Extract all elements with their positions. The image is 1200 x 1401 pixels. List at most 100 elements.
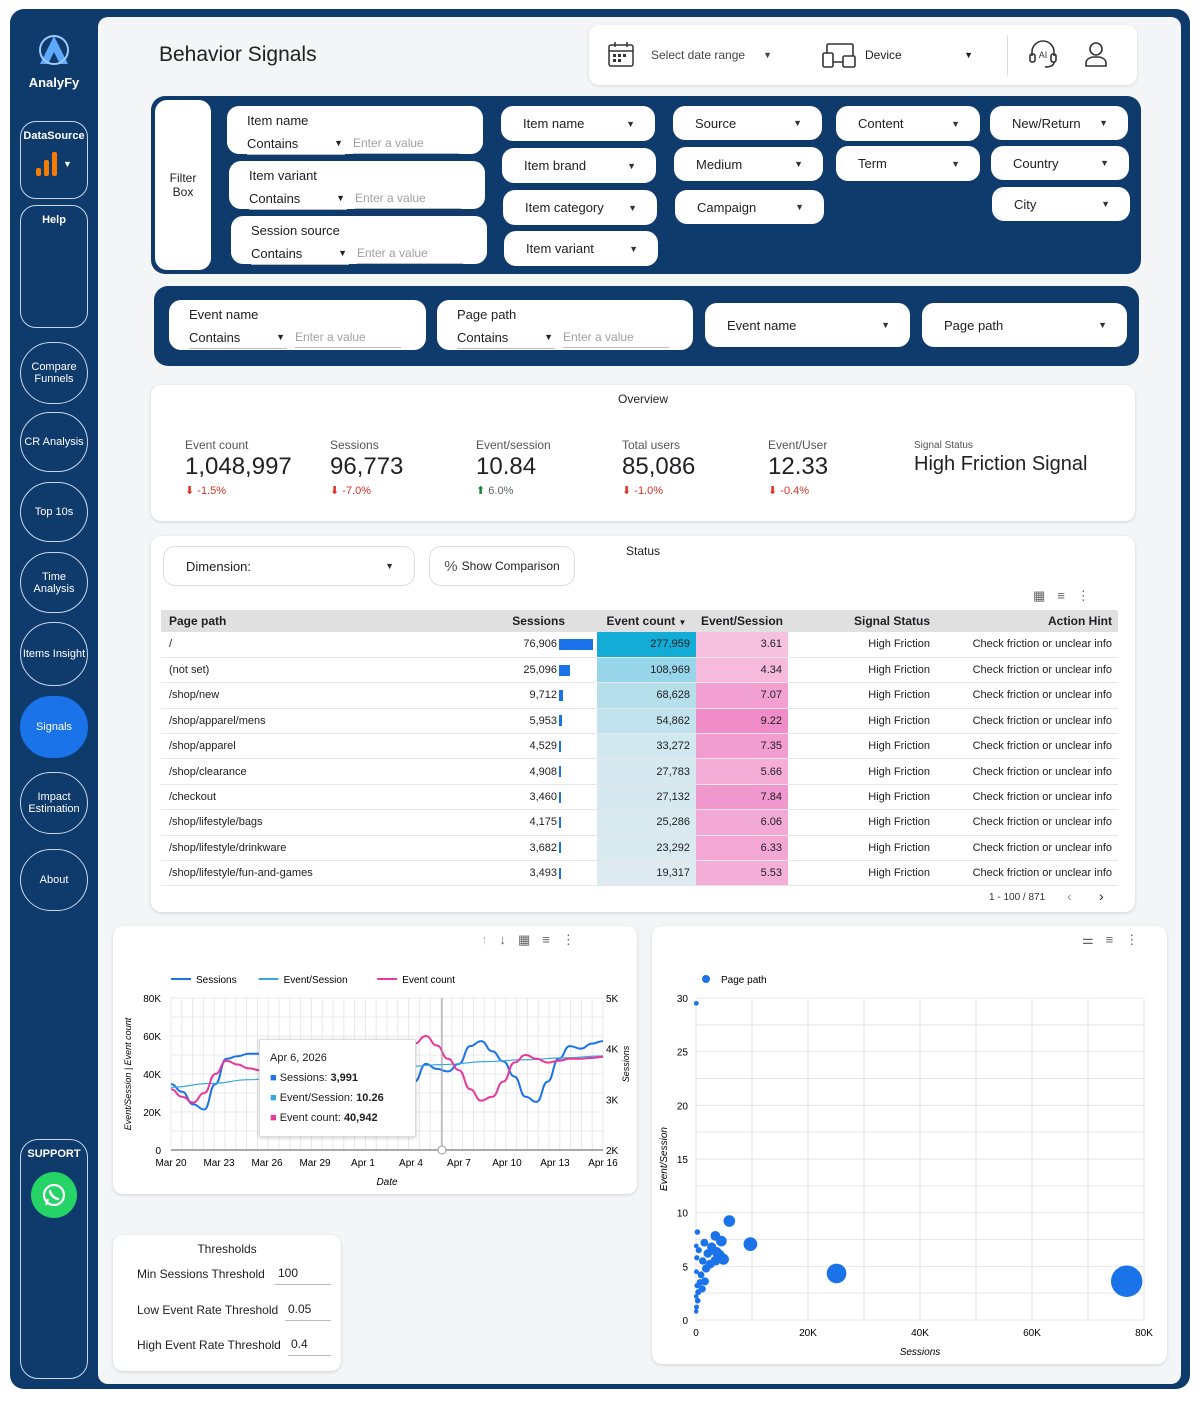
city-dropdown[interactable]: City ▼ [992, 187, 1130, 221]
filter-value-input[interactable]: Enter a value [563, 330, 669, 348]
scatter-point[interactable] [700, 1238, 709, 1247]
session-source-filter[interactable]: Session source Contains ▼ Enter a value [231, 216, 487, 265]
operator-select[interactable]: Contains ▼ [249, 191, 347, 210]
nav-about[interactable]: About [20, 849, 88, 911]
event-name-dropdown[interactable]: Event name ▼ [705, 303, 910, 347]
filter-value-input[interactable]: Enter a value [295, 330, 401, 348]
campaign-dropdown[interactable]: Campaign ▼ [675, 190, 824, 224]
operator-select[interactable]: Contains ▼ [457, 330, 555, 349]
scatter-point[interactable] [703, 1249, 713, 1258]
ai-assistant-button[interactable]: AI [1027, 40, 1059, 70]
scatter-point[interactable] [707, 1242, 717, 1252]
brand-logo[interactable]: AnalyFy [20, 34, 88, 90]
new-return-dropdown[interactable]: New/Return ▼ [990, 106, 1128, 140]
scatter-point[interactable] [693, 1000, 699, 1006]
operator-select[interactable]: Contains ▼ [251, 246, 349, 265]
datasource-selector[interactable]: DataSource ▼ [20, 121, 88, 199]
col-header[interactable]: Action Hint [956, 610, 1118, 632]
scatter-point[interactable] [700, 1277, 709, 1286]
table-row[interactable]: /shop/lifestyle/bags 4,175 25,286 6.06 High … [161, 809, 1118, 836]
scatter-point[interactable] [723, 1215, 736, 1227]
scatter-point[interactable] [699, 1257, 707, 1265]
scatter-point[interactable] [693, 1294, 699, 1299]
scatter-point[interactable] [743, 1237, 758, 1251]
col-header[interactable]: Signal Status [788, 610, 956, 632]
item-name-filter[interactable]: Item name Contains ▼ Enter a value [227, 106, 483, 155]
more-options-icon[interactable]: ⋮ [1076, 588, 1102, 603]
prev-page-icon[interactable]: ‹ [1067, 888, 1072, 904]
high-event-rate-input[interactable]: 0.4 [288, 1336, 331, 1356]
scatter-point[interactable] [693, 1309, 699, 1314]
dimension-dropdown[interactable]: Dimension: ▼ [163, 546, 415, 586]
scatter-point[interactable] [697, 1271, 705, 1279]
event-name-filter[interactable]: Event name Contains ▼ Enter a value [169, 300, 426, 350]
col-header[interactable]: Sessions [469, 610, 597, 632]
nav-impact-estimation[interactable]: Impact Estimation [20, 772, 88, 834]
scatter-point[interactable] [826, 1263, 847, 1284]
table-row[interactable]: /checkout 3,460 27,132 7.84 High Friction Che… [161, 784, 1118, 811]
item-name-dropdown[interactable]: Item name ▼ [501, 106, 655, 141]
table-row[interactable]: /shop/lifestyle/fun-and-games 3,493 19,317… [161, 860, 1118, 887]
min-sessions-input[interactable]: 100 [275, 1265, 331, 1285]
item-brand-dropdown[interactable]: Item brand ▼ [502, 148, 656, 183]
col-header[interactable]: Page path [161, 610, 469, 632]
filter-icon[interactable]: ≡ [1057, 588, 1077, 603]
operator-select[interactable]: Contains ▼ [247, 136, 345, 155]
filter-value-input[interactable]: Enter a value [353, 136, 459, 154]
nav-items-insight[interactable]: Items Insight [20, 622, 88, 686]
arrow-down-icon[interactable]: ↓ [499, 932, 518, 947]
scatter-point[interactable] [694, 1229, 701, 1235]
scatter-point[interactable] [695, 1247, 702, 1254]
nav-time-analysis[interactable]: Time Analysis [20, 552, 88, 613]
col-header[interactable]: Event/Session [696, 610, 788, 632]
nav-compare-funnels[interactable]: Compare Funnels [20, 342, 88, 404]
scatter-point[interactable] [694, 1304, 700, 1310]
scatter-point[interactable] [694, 1269, 699, 1275]
scatter-plot[interactable]: 0 20K 40K 60K 80K 0 5 10 15 20 25 30 Sessions Event/S… [652, 926, 1167, 1364]
scatter-point[interactable] [1110, 1265, 1143, 1297]
device-selector[interactable]: Device ▼ [821, 40, 981, 70]
nav-signals[interactable]: Signals [20, 696, 88, 758]
user-account-button[interactable] [1083, 40, 1109, 70]
term-dropdown[interactable]: Term ▼ [836, 146, 980, 181]
date-range-picker[interactable]: Select date range ▼ [607, 40, 787, 70]
item-variant-filter[interactable]: Item variant Contains ▼ Enter a value [229, 161, 485, 210]
nav-cr-analysis[interactable]: CR Analysis [20, 412, 88, 472]
table-row[interactable]: /shop/new 9,712 68,628 7.07 High Friction Che… [161, 682, 1118, 709]
scatter-point[interactable] [694, 1255, 700, 1261]
table-row[interactable]: /shop/clearance 4,908 27,783 5.66 High Frict… [161, 758, 1118, 785]
item-category-dropdown[interactable]: Item category ▼ [503, 190, 657, 225]
more-options-icon[interactable]: ⋮ [561, 932, 587, 947]
item-variant-dropdown[interactable]: Item variant ▼ [504, 231, 658, 266]
table-row[interactable]: /shop/apparel 4,529 33,272 7.35 High Frictio… [161, 733, 1118, 760]
page-path-dropdown[interactable]: Page path ▼ [922, 303, 1127, 347]
help-panel[interactable]: Help [20, 205, 88, 328]
chart-options-icon[interactable]: ▦ [518, 932, 543, 947]
page-path-filter[interactable]: Page path Contains ▼ Enter a value [437, 300, 693, 350]
nav-top-10s[interactable]: Top 10s [20, 482, 88, 542]
arrow-up-icon[interactable]: ↑ [481, 932, 500, 947]
medium-dropdown[interactable]: Medium ▼ [674, 147, 823, 181]
country-dropdown[interactable]: Country ▼ [991, 146, 1129, 180]
scatter-point[interactable] [694, 1297, 701, 1304]
scatter-point[interactable] [710, 1230, 721, 1241]
scatter-point[interactable] [693, 1243, 699, 1249]
settings-sliders-icon[interactable]: ⚌ [1082, 932, 1106, 947]
scatter-point[interactable] [698, 1285, 706, 1293]
operator-select[interactable]: Contains ▼ [189, 330, 287, 349]
filter-value-input[interactable]: Enter a value [357, 246, 463, 264]
filter-icon[interactable]: ≡ [542, 932, 562, 947]
scatter-point[interactable] [701, 1264, 711, 1273]
more-options-icon[interactable]: ⋮ [1125, 932, 1151, 947]
filter-icon[interactable]: ≡ [1105, 932, 1126, 947]
show-comparison-button[interactable]: % Show Comparison [429, 546, 575, 586]
table-row[interactable]: /76,906 277,959 3.61 High Friction Check fri… [161, 632, 1118, 658]
content-dropdown[interactable]: Content ▼ [836, 106, 980, 141]
next-page-icon[interactable]: › [1099, 888, 1104, 904]
scatter-point[interactable] [694, 1282, 700, 1289]
whatsapp-icon[interactable] [31, 1172, 77, 1218]
source-dropdown[interactable]: Source ▼ [673, 106, 822, 140]
low-event-rate-input[interactable]: 0.05 [285, 1301, 331, 1321]
table-row[interactable]: (not set) 25,096 108,969 4.34 High Friction C… [161, 657, 1118, 684]
chart-options-icon[interactable]: ▦ [1033, 588, 1058, 603]
